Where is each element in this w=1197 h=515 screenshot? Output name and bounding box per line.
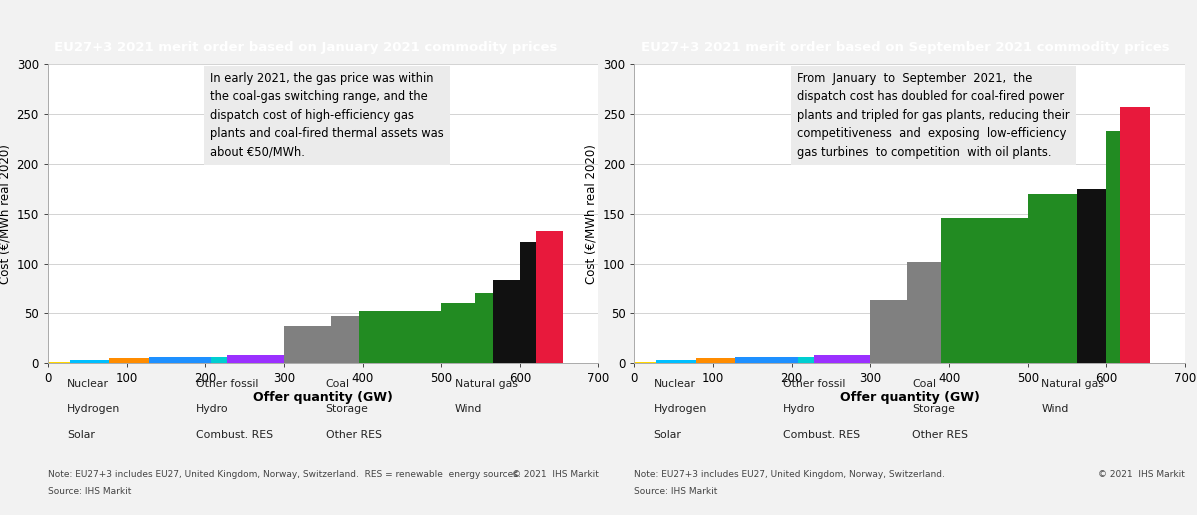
Text: Nuclear: Nuclear <box>67 379 109 389</box>
Text: Other RES: Other RES <box>326 430 382 440</box>
Bar <box>227 355 284 363</box>
Text: Coal: Coal <box>326 379 350 389</box>
Bar <box>69 360 109 363</box>
Y-axis label: Cost (€/MWh real 2020): Cost (€/MWh real 2020) <box>584 144 597 284</box>
Text: Source: IHS Markit: Source: IHS Markit <box>48 487 132 495</box>
Text: Note: EU27+3 includes EU27, United Kingdom, Norway, Switzerland.  RES = renewabl: Note: EU27+3 includes EU27, United Kingd… <box>48 470 521 479</box>
Text: © 2021  IHS Markit: © 2021 IHS Markit <box>1098 470 1185 479</box>
Bar <box>941 218 1028 363</box>
Bar <box>1028 194 1077 363</box>
Bar <box>212 357 227 363</box>
Text: Wind: Wind <box>1041 404 1069 415</box>
Text: Note: EU27+3 includes EU27, United Kingdom, Norway, Switzerland.: Note: EU27+3 includes EU27, United Kingd… <box>634 470 946 479</box>
Text: © 2021  IHS Markit: © 2021 IHS Markit <box>511 470 598 479</box>
Text: Other fossil: Other fossil <box>783 379 845 389</box>
Text: Combust. RES: Combust. RES <box>783 430 859 440</box>
Bar <box>656 360 695 363</box>
Bar <box>48 362 69 363</box>
Text: In early 2021, the gas price was within
the coal-gas switching range, and the
di: In early 2021, the gas price was within … <box>211 72 444 159</box>
Text: EU27+3 2021 merit order based on September 2021 commodity prices: EU27+3 2021 merit order based on Septemb… <box>642 41 1169 54</box>
Bar <box>735 357 798 363</box>
Bar <box>535 231 563 363</box>
Bar <box>798 357 814 363</box>
X-axis label: Offer quantity (GW): Offer quantity (GW) <box>840 391 979 404</box>
Bar <box>359 311 442 363</box>
Bar <box>332 316 359 363</box>
Text: EU27+3 2021 merit order based on January 2021 commodity prices: EU27+3 2021 merit order based on January… <box>55 41 558 54</box>
Bar <box>284 326 332 363</box>
Text: Other RES: Other RES <box>912 430 968 440</box>
Text: Natural gas: Natural gas <box>455 379 518 389</box>
Bar <box>442 303 475 363</box>
Bar <box>148 357 212 363</box>
Bar <box>870 300 907 363</box>
Text: Other fossil: Other fossil <box>196 379 259 389</box>
Text: From  January  to  September  2021,  the
dispatch cost has doubled for coal-fire: From January to September 2021, the disp… <box>797 72 1069 159</box>
Text: Hydrogen: Hydrogen <box>654 404 706 415</box>
Text: Coal: Coal <box>912 379 936 389</box>
Bar <box>634 362 656 363</box>
Y-axis label: Cost (€/MWh real 2020): Cost (€/MWh real 2020) <box>0 144 11 284</box>
Bar <box>519 242 535 363</box>
Text: Storage: Storage <box>912 404 955 415</box>
Text: Storage: Storage <box>326 404 369 415</box>
Bar <box>1119 107 1149 363</box>
Text: Hydro: Hydro <box>196 404 229 415</box>
Bar <box>493 281 519 363</box>
Bar <box>814 355 870 363</box>
Text: Solar: Solar <box>654 430 681 440</box>
Bar <box>109 358 148 363</box>
Bar <box>1077 189 1106 363</box>
Text: Hydro: Hydro <box>783 404 815 415</box>
Text: Combust. RES: Combust. RES <box>196 430 273 440</box>
X-axis label: Offer quantity (GW): Offer quantity (GW) <box>254 391 393 404</box>
Bar <box>695 358 735 363</box>
Bar <box>907 262 941 363</box>
Bar <box>1106 131 1119 363</box>
Text: Hydrogen: Hydrogen <box>67 404 120 415</box>
Text: Solar: Solar <box>67 430 95 440</box>
Bar <box>475 294 493 363</box>
Text: Source: IHS Markit: Source: IHS Markit <box>634 487 718 495</box>
Text: Wind: Wind <box>455 404 482 415</box>
Text: Natural gas: Natural gas <box>1041 379 1105 389</box>
Text: Nuclear: Nuclear <box>654 379 695 389</box>
